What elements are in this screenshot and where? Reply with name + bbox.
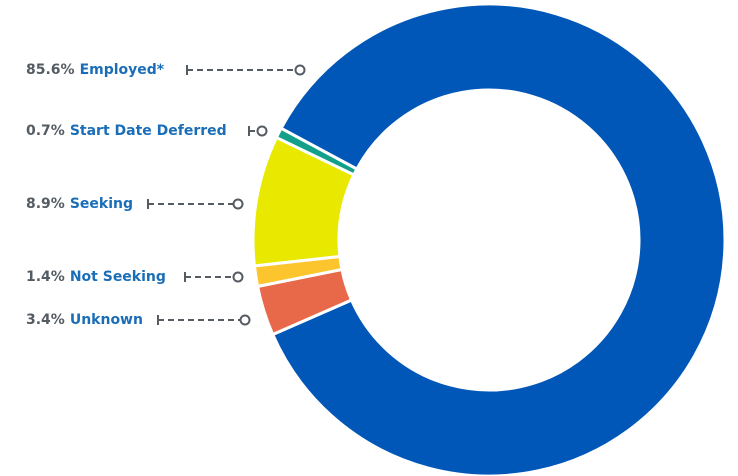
slice-label: 85.6% Employed*	[26, 62, 165, 78]
slice-label: 1.4% Not Seeking	[26, 269, 166, 285]
category-label: Not Seeking	[70, 269, 166, 285]
value-label: 3.4%	[26, 312, 65, 328]
value-label: 1.4%	[26, 269, 65, 285]
slice	[270, 2, 727, 476]
value-label: 85.6%	[26, 62, 75, 78]
value-label: 0.7%	[26, 123, 65, 139]
slice-label: 0.7% Start Date Deferred	[26, 123, 227, 139]
leader-dot	[294, 64, 306, 76]
leader-dot	[232, 198, 244, 210]
slice	[251, 135, 356, 268]
slice	[255, 267, 354, 337]
category-label: Start Date Deferred	[70, 123, 227, 139]
slice-label: 3.4% Unknown	[26, 312, 143, 328]
leader-dot	[232, 271, 244, 283]
slice-label: 8.9% Seeking	[26, 196, 133, 212]
category-label: Seeking	[70, 196, 133, 212]
category-label: Employed*	[80, 62, 165, 78]
leader-dot	[256, 125, 268, 137]
value-label: 8.9%	[26, 196, 65, 212]
category-label: Unknown	[70, 312, 143, 328]
leader-dot	[239, 314, 251, 326]
